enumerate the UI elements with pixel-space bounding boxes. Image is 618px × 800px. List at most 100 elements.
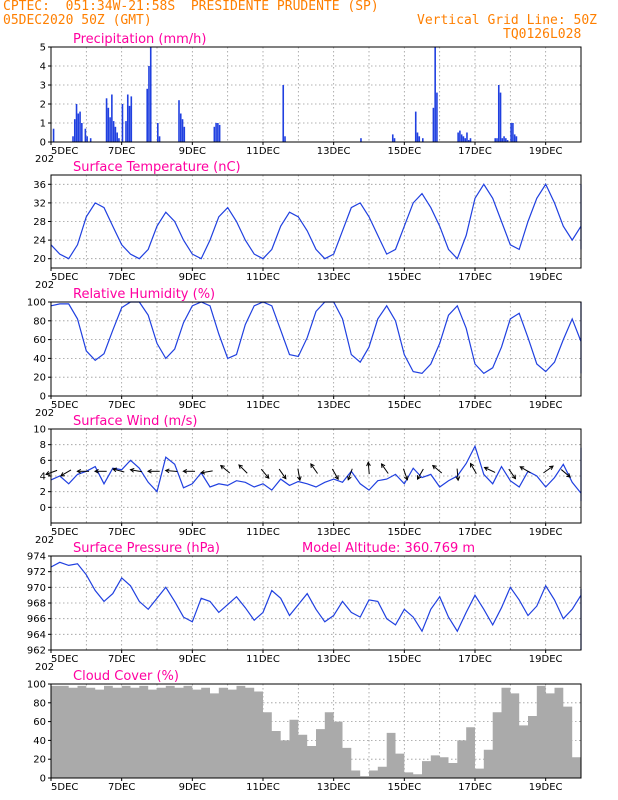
precip-bar [512, 123, 514, 142]
x-tick-label: 17DEC [458, 400, 492, 411]
y-tick-label: 970 [27, 583, 46, 594]
precip-bar [111, 94, 113, 142]
x-tick-label: 19DEC [529, 146, 563, 157]
y-tick-label: 4 [40, 472, 46, 483]
x-tick-label: 17DEC [458, 782, 492, 793]
x-tick-label: 9DEC [179, 146, 206, 157]
y-tick-label: 6 [40, 456, 46, 467]
precip-bar [416, 132, 419, 142]
precip-bar [217, 123, 219, 142]
plot-area [51, 47, 581, 142]
precip-bar [501, 138, 504, 142]
precip-bar [179, 113, 182, 142]
precip-bar [434, 47, 436, 142]
x-tick-label: 11DEC [246, 654, 280, 665]
y-tick-label: 964 [27, 630, 46, 641]
precip-bar [181, 119, 184, 142]
precip-bar [464, 138, 466, 142]
wind-arrow [278, 468, 287, 479]
wind-arrowhead [380, 463, 386, 468]
y-tick-label: 60 [33, 335, 46, 346]
y-tick-label: 3 [40, 81, 46, 92]
y-tick-label: 972 [27, 567, 46, 578]
wind-arrowhead [76, 468, 82, 474]
precip-bar [414, 111, 417, 142]
precip-bar [109, 117, 111, 142]
wind-arrowhead [469, 462, 475, 468]
precip-bar [496, 138, 498, 142]
x-tick-label: 9DEC [179, 527, 206, 538]
x-tick-label: 11DEC [246, 400, 280, 411]
precip-bar [126, 94, 129, 142]
y-tick-label: 40 [33, 354, 46, 365]
wind-arrowhead [45, 471, 51, 476]
x-tick-label: 19DEC [529, 527, 563, 538]
x-tick-label: 17DEC [458, 654, 492, 665]
x-tick-label: 5DEC [51, 527, 78, 538]
wind-arrowhead [347, 475, 352, 481]
wind-arrowhead [416, 475, 422, 480]
y-tick-label: 2 [40, 487, 46, 498]
x-tick-label: 17DEC [458, 146, 492, 157]
x-tick-label: 7DEC [108, 400, 135, 411]
wind-arrow [238, 464, 248, 474]
header-grid-line-note: Vertical Grid Line: 50Z [417, 13, 598, 28]
wind-arrow [297, 468, 301, 481]
wind-arrow [484, 467, 496, 473]
wind-arrowhead [146, 468, 152, 474]
precip-bar [107, 107, 110, 142]
x-tick-label: 13DEC [317, 400, 351, 411]
wind-arrow [331, 468, 339, 480]
x-tick-label: 5DEC [51, 272, 78, 283]
wind-arrowhead [111, 467, 117, 473]
header-model-code: TQ0126L028 [503, 27, 582, 42]
cloud-cover-area [51, 685, 581, 778]
wind-arrowhead [264, 474, 270, 479]
y-tick-label: 32 [33, 198, 46, 209]
x-tick-label: 7DEC [108, 654, 135, 665]
x-tick-label: 15DEC [387, 782, 421, 793]
precip-bar [510, 123, 512, 142]
precip-bar [114, 126, 117, 142]
panel-title: Relative Humidity (%) [73, 287, 215, 302]
x-tick-label: 17DEC [458, 272, 492, 283]
wind-arrowhead [182, 468, 188, 474]
y-tick-label: 36 [33, 180, 46, 191]
y-tick-label: 20 [33, 373, 46, 384]
precip-bar [284, 136, 286, 142]
header-date: 05DEC2020 50Z (GMT) [3, 13, 152, 28]
precip-bar [77, 113, 80, 142]
year-stub-label: 202 [35, 535, 54, 546]
precip-bar [75, 104, 78, 142]
wind-arrow [367, 462, 370, 475]
header-line-1: CPTEC: 051:34W-21:58S PRESIDENTE PRUDENT… [3, 0, 379, 14]
wind-arrow [470, 463, 477, 474]
precip-bar [213, 126, 216, 142]
precip-bar [515, 136, 518, 142]
precip-bar [494, 138, 497, 142]
precip-bar [218, 124, 221, 142]
wind-arrowhead [219, 464, 225, 470]
wind-arrowhead [200, 469, 206, 475]
precip-bar [149, 47, 152, 142]
wind-arrow [347, 468, 353, 480]
y-tick-label: 100 [27, 680, 46, 691]
y-tick-label: 0 [40, 774, 46, 785]
wind-arrowhead [282, 474, 287, 480]
x-tick-label: 13DEC [317, 272, 351, 283]
precip-bar [418, 136, 421, 142]
x-tick-label: 19DEC [529, 654, 563, 665]
precip-bar [506, 140, 509, 142]
wind-arrowhead [129, 467, 135, 473]
x-tick-label: 7DEC [108, 527, 135, 538]
y-tick-label: 20 [33, 254, 46, 265]
y-tick-label: 962 [27, 646, 46, 657]
precip-bar [158, 136, 161, 142]
precip-bar [505, 138, 507, 142]
x-tick-label: 5DEC [51, 782, 78, 793]
x-tick-label: 19DEC [529, 272, 563, 283]
wind-arrowhead [334, 475, 339, 480]
year-stub-label: 202 [35, 280, 54, 291]
wind-arrow [543, 465, 554, 474]
